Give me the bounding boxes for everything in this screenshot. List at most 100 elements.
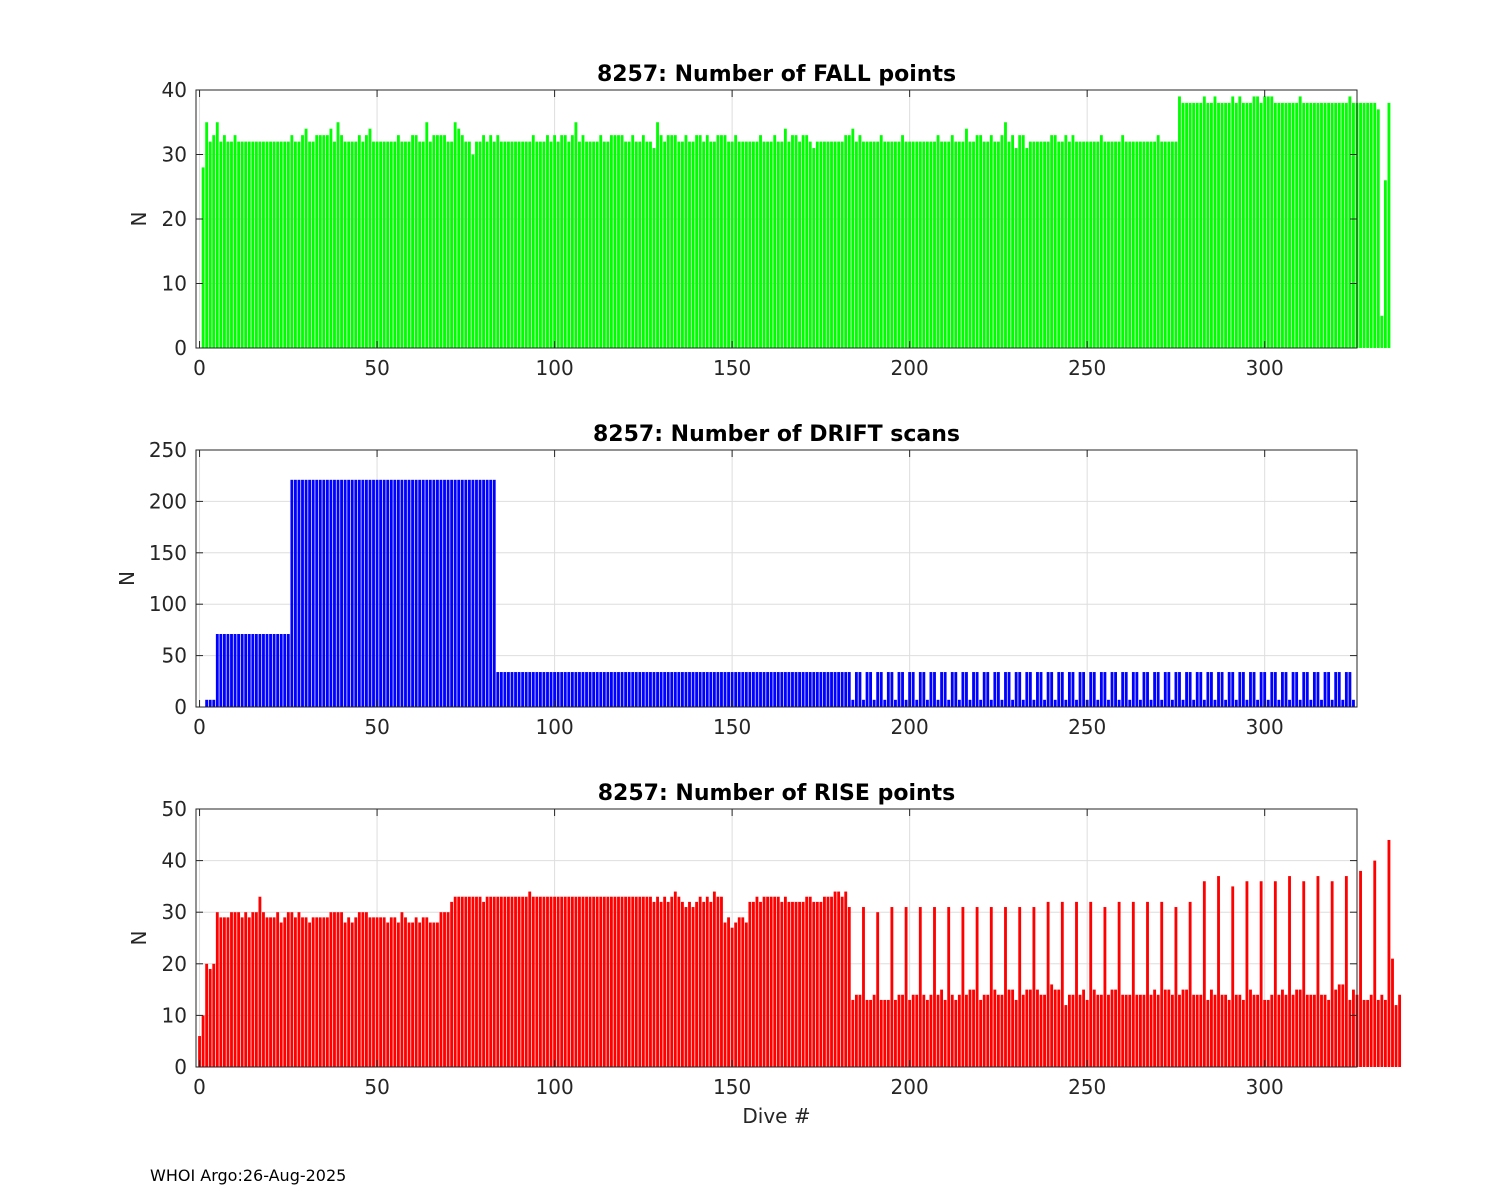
fall-bar [1124, 141, 1128, 348]
fall-bar [1153, 141, 1157, 348]
drift-bar [947, 699, 951, 707]
drift-bar [979, 699, 983, 707]
fall-bar [1352, 102, 1355, 349]
rise-bar [712, 891, 716, 1067]
drift-bar [1327, 672, 1331, 707]
drift-bar [698, 672, 702, 707]
rise-bar [563, 896, 567, 1067]
drift-bar [1344, 672, 1348, 707]
fall-bar [457, 128, 461, 348]
rise-bar [1117, 901, 1121, 1067]
drift-bar [734, 672, 738, 707]
fall-bar [396, 135, 400, 348]
drift-bar [1167, 672, 1171, 707]
drift-bar [1305, 672, 1309, 707]
drift-bar [996, 672, 1000, 707]
fall-bar [467, 141, 471, 348]
fall-bar [436, 135, 439, 348]
fall-bar [1011, 135, 1015, 348]
drift-bar [688, 672, 691, 707]
drift-bar [546, 672, 549, 707]
drift-bar [883, 699, 887, 707]
fall-bar [425, 122, 429, 348]
rise-bar [641, 896, 645, 1067]
rise-bar [436, 922, 439, 1067]
rise-bar [1202, 881, 1206, 1067]
fall-bar [1312, 102, 1316, 349]
rise-bar [553, 896, 557, 1067]
rise-bar [798, 901, 801, 1067]
drift-bar [304, 479, 308, 707]
rise-bar [538, 896, 542, 1067]
fall-bar [478, 141, 482, 348]
rise-bar [453, 896, 457, 1067]
drift-bar [705, 672, 709, 707]
rise-bar [862, 907, 865, 1067]
rise-bar [421, 917, 425, 1067]
fall-bar [911, 141, 915, 348]
fall-bar [833, 141, 837, 348]
rise-bar [801, 901, 805, 1067]
rise-bar [1281, 989, 1284, 1067]
drift-bar [425, 479, 429, 707]
fall-bar [918, 141, 922, 348]
drift-bars [205, 479, 1355, 707]
drift-bar [467, 479, 471, 707]
fall-bar [684, 135, 688, 348]
drift-bar [521, 672, 525, 707]
fall-bar [1067, 141, 1071, 348]
drift-bar [542, 672, 546, 707]
drift-bar [837, 672, 841, 707]
fall-bar [1281, 102, 1284, 349]
fall-bar [514, 141, 517, 348]
drift-bar [588, 672, 592, 707]
drift-bar [464, 479, 468, 707]
fall-bar [851, 128, 855, 348]
fall-bar [1043, 141, 1046, 348]
fall-bar [1082, 141, 1086, 348]
fall-bar [453, 122, 457, 348]
fall-bar [1089, 141, 1093, 348]
rise-bar [645, 896, 649, 1067]
fall-bar [979, 135, 983, 348]
rise-bar [982, 994, 986, 1067]
drift-bar [428, 479, 432, 707]
drift-bar [826, 672, 830, 707]
rise-bar [1234, 994, 1238, 1067]
rise-bar [915, 994, 919, 1067]
rise-bar [1057, 989, 1061, 1067]
rise-bar [1174, 907, 1178, 1067]
drift-bar [737, 672, 741, 707]
fall-bar [844, 135, 848, 348]
drift-bar [748, 672, 752, 707]
fall-bar [290, 135, 294, 348]
drift-bar [695, 672, 699, 707]
drift-bar [1263, 672, 1267, 707]
rise-bar [471, 896, 475, 1067]
drift-bar [350, 479, 354, 707]
rise-bar [404, 917, 407, 1067]
fall-bar [254, 141, 258, 348]
fall-bar [542, 141, 546, 348]
fall-bar [258, 141, 262, 348]
drift-bar [702, 672, 706, 707]
fall-bar [617, 135, 620, 348]
footer-stamp: WHOI Argo:26-Aug-2025 [150, 1166, 347, 1185]
drift-bar [1316, 672, 1320, 707]
rise-bar [649, 896, 652, 1067]
fall-bar [272, 141, 276, 348]
rise-bar [556, 896, 560, 1067]
rise-bar [507, 896, 510, 1067]
rise-bar [237, 912, 241, 1067]
rise-bar [492, 896, 496, 1067]
rise-bar [542, 896, 546, 1067]
fall-bar [901, 135, 904, 348]
rise-bar [943, 999, 947, 1067]
fall-bar [386, 141, 390, 348]
fall-bar [858, 135, 862, 348]
rise-bar [1110, 989, 1114, 1067]
rise-bar [1341, 984, 1345, 1067]
drift-bar [414, 479, 418, 707]
rise-bar [617, 896, 620, 1067]
rise-bar [279, 922, 283, 1067]
